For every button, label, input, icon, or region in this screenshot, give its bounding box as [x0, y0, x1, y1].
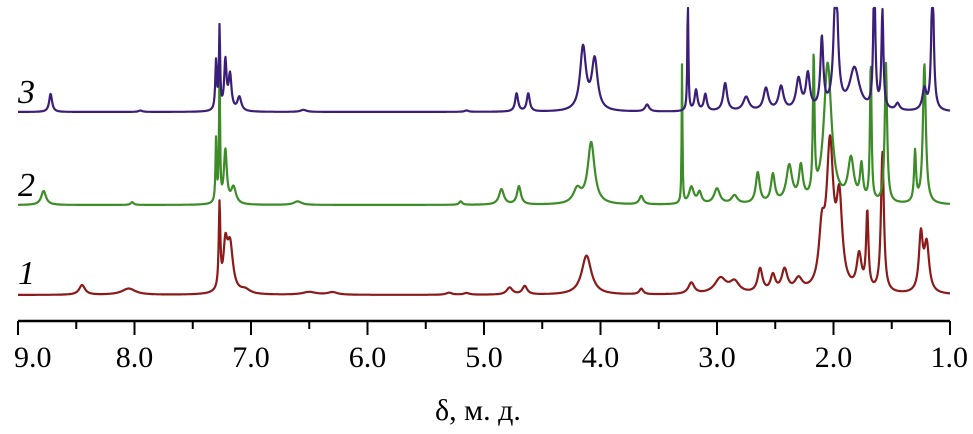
- x-tick-label: 4.0: [582, 341, 620, 374]
- series-label-layer: 1 2 3: [17, 74, 35, 292]
- x-axis-ticks: 9.0 8.0 7.0 6.0 5.0 4.0 3.0 2.0 1.0: [14, 321, 968, 374]
- spectrum-line-1: [17, 134, 951, 296]
- series-label-1: 1: [18, 255, 35, 292]
- series-label-3: 3: [17, 74, 35, 111]
- x-tick-label: 3.0: [698, 341, 736, 374]
- x-tick-label: 2.0: [815, 341, 853, 374]
- x-tick-label: 6.0: [349, 341, 387, 374]
- series-label-2: 2: [18, 167, 35, 204]
- series-layer: [17, 6, 951, 296]
- x-tick-label: 1.0: [931, 341, 969, 374]
- x-axis-title: δ, м. д.: [435, 394, 521, 427]
- x-tick-label: 9.0: [14, 341, 52, 374]
- spectrum-line-3: [17, 6, 951, 113]
- x-tick-label: 7.0: [232, 341, 270, 374]
- x-tick-label: 8.0: [116, 341, 154, 374]
- x-tick-label: 5.0: [465, 341, 503, 374]
- spectrum-line-2: [17, 53, 951, 206]
